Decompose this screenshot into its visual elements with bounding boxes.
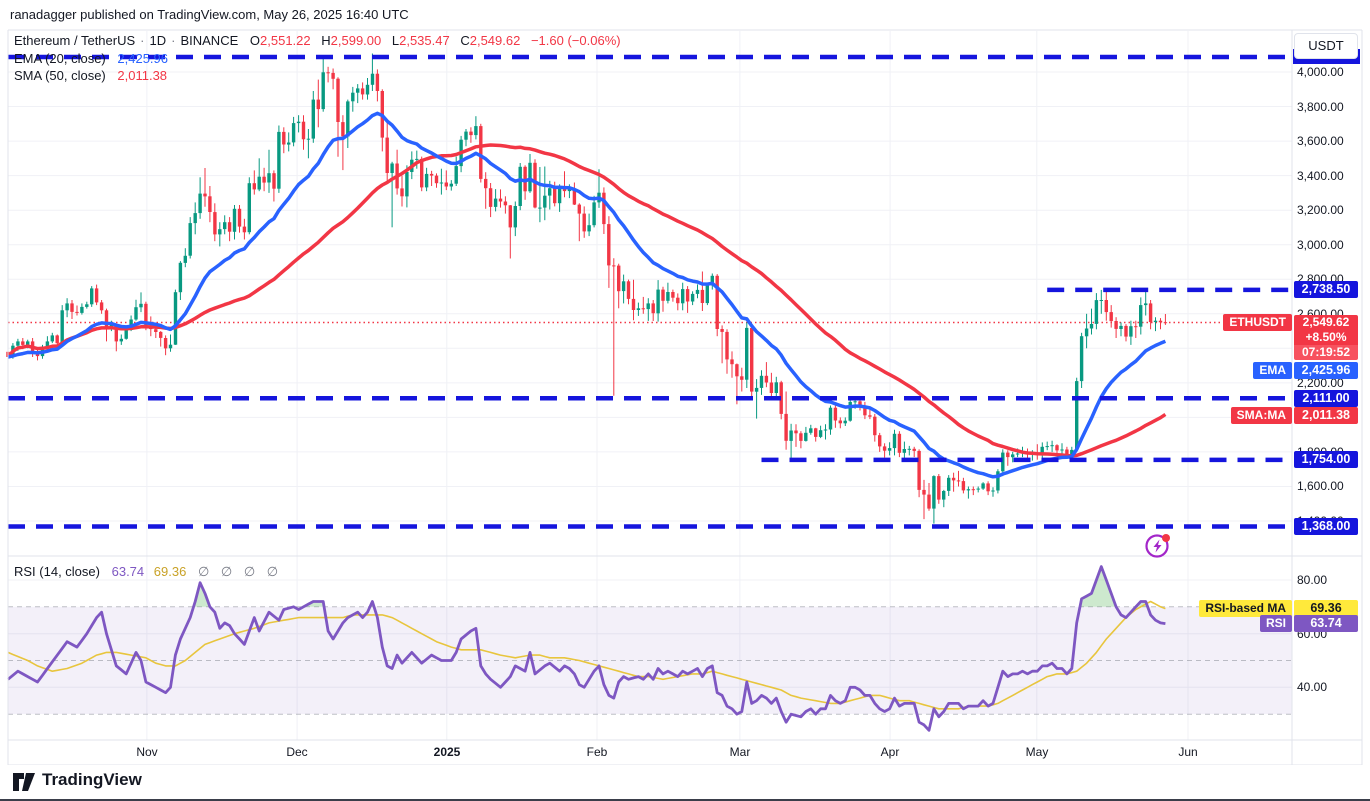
- attribution-bar: ranadagger published on TradingView.com,…: [10, 0, 409, 30]
- attribution-text: ranadagger published on TradingView.com,…: [10, 7, 409, 22]
- low-value: 2,535.47: [399, 33, 450, 48]
- rsi-ma-tag: RSI-based MA: [1199, 600, 1292, 617]
- symbol-legend-row[interactable]: Ethereum / TetherUS · 1D · BINANCE O2,551.22…: [14, 33, 621, 48]
- low-prefix: L: [391, 33, 400, 48]
- tradingview-brand-text[interactable]: TradingView: [42, 770, 142, 789]
- ema-label: EMA (20, close): [14, 51, 106, 66]
- time-axis-label: Nov: [136, 745, 158, 759]
- time-axis-label: Jun: [1178, 745, 1198, 759]
- legend-separator: ·: [140, 33, 145, 48]
- price-tick-label: 3,000.00: [1297, 238, 1344, 252]
- price-tick-label: 3,600.00: [1297, 134, 1344, 148]
- high-value: 2,599.00: [330, 33, 382, 48]
- rsi-tag: RSI: [1259, 615, 1292, 632]
- ema-tag: EMA: [1253, 362, 1292, 379]
- interval-label: 1D: [149, 33, 167, 48]
- ema-price-label: 2,425.96: [1294, 362, 1358, 379]
- rsi-legend-label: RSI (14, close): [14, 564, 100, 579]
- rsi-legend-row[interactable]: RSI (14, close) 63.74 69.36 ∅ ∅ ∅ ∅: [14, 564, 282, 580]
- sma-price-label: 2,011.38: [1294, 407, 1358, 424]
- time-axis-label: Mar: [729, 745, 751, 759]
- level-price-label: 1,368.00: [1294, 518, 1358, 535]
- footer-bar: TradingView: [0, 765, 1370, 799]
- flash-ideas-icon[interactable]: [1144, 531, 1172, 559]
- rsi-empty-placeholders: ∅ ∅ ∅ ∅: [197, 564, 283, 579]
- rsi-ma-legend-value: 69.36: [153, 564, 187, 579]
- bottom-edge-divider: [0, 799, 1370, 801]
- rsi-tick-label: 80.00: [1297, 573, 1328, 587]
- currency-toggle-button[interactable]: USDT: [1294, 33, 1358, 59]
- ema-legend-row[interactable]: EMA (20, close) 2,425.96: [14, 51, 168, 66]
- sma-value: 2,011.38: [117, 68, 168, 83]
- price-change-percent: +8.50%: [1294, 330, 1358, 345]
- rsi-ma-value-label: 69.36: [1294, 600, 1358, 617]
- price-tick-label: 1,600.00: [1297, 479, 1344, 493]
- price-tick-label: 4,000.00: [1297, 65, 1344, 79]
- time-axis-label: 2025: [433, 745, 461, 759]
- price-tick-label: 3,800.00: [1297, 100, 1344, 114]
- exchange-label: BINANCE: [180, 33, 239, 48]
- symbol-tag: ETHUSDT: [1223, 314, 1292, 331]
- sma-label: SMA (50, close): [14, 68, 106, 83]
- price-tick-label: 3,400.00: [1297, 169, 1344, 183]
- time-axis-label: Feb: [586, 745, 608, 759]
- close-prefix: C: [460, 33, 470, 48]
- sma-tag: SMA:MA: [1230, 407, 1292, 424]
- time-axis-label: Dec: [286, 745, 308, 759]
- level-price-label: 1,754.00: [1294, 451, 1358, 468]
- ema-value: 2,425.96: [117, 51, 168, 66]
- rsi-tick-label: 40.00: [1297, 680, 1328, 694]
- rsi-legend-value: 63.74: [111, 564, 145, 579]
- symbol-title: Ethereum / TetherUS: [14, 33, 136, 48]
- rsi-value-label: 63.74: [1294, 615, 1358, 632]
- tradingview-logo-icon[interactable]: [12, 771, 36, 798]
- time-axis-label: Apr: [880, 745, 900, 759]
- level-price-label: 2,111.00: [1294, 390, 1358, 407]
- change-value: −1.60 (−0.06%): [530, 33, 621, 48]
- legend-separator: ·: [171, 33, 176, 48]
- high-prefix: H: [321, 33, 331, 48]
- price-tick-label: 3,200.00: [1297, 203, 1344, 217]
- open-value: 2,551.22: [260, 33, 311, 48]
- time-axis-label: May: [1025, 745, 1049, 759]
- level-price-label: 2,738.50: [1294, 281, 1358, 298]
- sma-legend-row[interactable]: SMA (50, close) 2,011.38: [14, 68, 167, 83]
- last-price-value: 2,549.62: [1294, 315, 1358, 330]
- open-prefix: O: [249, 33, 261, 48]
- price-tick-label: 2,200.00: [1297, 376, 1344, 390]
- last-price-label: 2,549.62 +8.50% 07:19:52: [1294, 315, 1358, 360]
- bar-countdown: 07:19:52: [1294, 345, 1358, 360]
- close-value: 2,549.62: [469, 33, 521, 48]
